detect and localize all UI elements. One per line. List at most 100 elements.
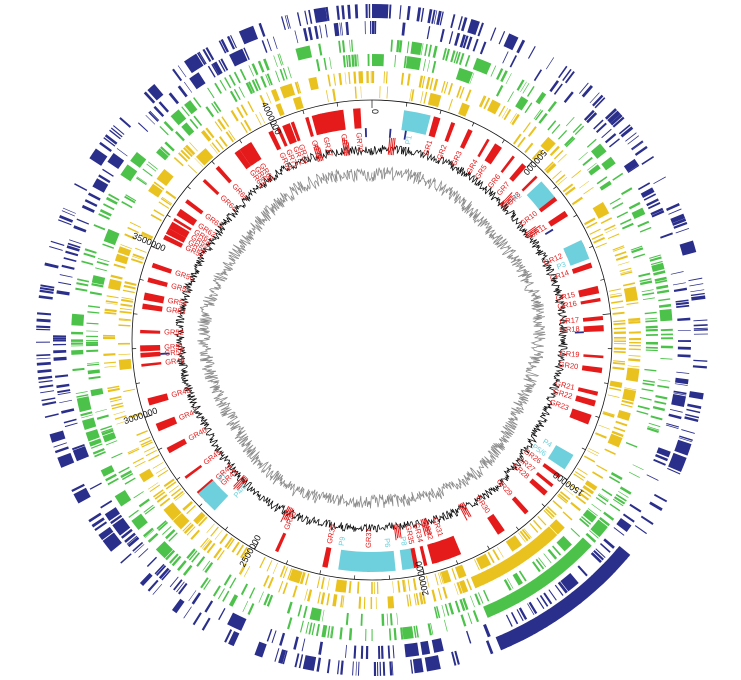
genomic-island-block — [428, 116, 441, 138]
gc-highlight — [283, 506, 291, 520]
feature-block — [71, 339, 84, 342]
feature-block — [529, 522, 539, 533]
feature-block — [182, 522, 192, 532]
feature-block — [301, 638, 306, 652]
feature-block — [513, 133, 522, 145]
genomic-island-block — [419, 545, 428, 567]
feature-block — [595, 242, 607, 249]
feature-block — [160, 197, 172, 206]
feature-block — [535, 91, 547, 105]
feature-block — [613, 320, 626, 323]
feature-block — [684, 416, 699, 422]
feature-block — [243, 47, 250, 61]
feature-block — [342, 55, 346, 68]
feature-block — [222, 590, 230, 602]
feature-block — [229, 90, 238, 103]
feature-block — [485, 640, 494, 655]
feature-block — [113, 411, 126, 415]
feature-block — [426, 26, 431, 40]
feature-block — [645, 349, 658, 352]
gc-highlight — [503, 197, 515, 209]
feature-block — [558, 65, 568, 79]
feature-block — [282, 67, 288, 80]
feature-block — [524, 142, 534, 154]
feature-block — [527, 603, 535, 615]
gc-highlight — [499, 192, 513, 206]
feature-block — [422, 58, 426, 71]
feature-block — [136, 430, 148, 436]
feature-block — [589, 530, 599, 539]
feature-block — [454, 600, 461, 613]
feature-block — [577, 565, 588, 577]
feature-block — [372, 71, 375, 84]
feature-block — [200, 537, 209, 548]
feature-block — [229, 577, 237, 589]
feature-block — [406, 594, 410, 607]
gc-highlight — [285, 507, 293, 521]
feature-block — [92, 447, 105, 455]
feature-block — [107, 387, 120, 393]
feature-block — [338, 40, 342, 53]
feature-block — [366, 71, 369, 84]
genomic-island-label: GR56 — [174, 268, 195, 283]
feature-block — [465, 89, 472, 102]
feature-block — [59, 399, 73, 404]
feature-block — [118, 318, 131, 321]
feature-block — [165, 481, 177, 490]
feature-block — [423, 91, 428, 104]
feature-block — [532, 561, 541, 573]
feature-block — [330, 626, 334, 639]
feature-block — [505, 614, 513, 627]
feature-block — [196, 52, 206, 66]
gc-highlight — [313, 147, 319, 163]
feature-block — [154, 563, 165, 575]
feature-block — [144, 529, 155, 539]
feature-block — [540, 136, 556, 153]
feature-block — [487, 551, 495, 564]
genomic-island-label: GR78 — [339, 133, 351, 154]
feature-block — [187, 164, 198, 174]
feature-block — [279, 68, 285, 81]
genomic-island-block — [140, 329, 161, 334]
feature-block — [382, 661, 386, 676]
feature-block — [183, 147, 193, 158]
feature-block — [204, 600, 214, 613]
feature-block — [412, 578, 417, 591]
feature-block — [644, 368, 657, 372]
feature-block — [163, 120, 174, 132]
feature-block — [77, 278, 90, 283]
feature-block — [483, 624, 491, 638]
feature-block — [354, 4, 359, 19]
feature-block — [89, 148, 108, 166]
feature-block — [578, 151, 588, 161]
feature-block — [161, 569, 172, 581]
feature-block — [575, 495, 587, 505]
feature-block — [522, 122, 531, 133]
feature-block — [39, 289, 54, 294]
feature-block — [416, 7, 422, 22]
feature-block — [374, 21, 377, 35]
axis-tick-label: 3000000 — [122, 405, 158, 426]
genomic-island-block — [521, 175, 538, 192]
feature-block — [475, 553, 492, 570]
feature-block — [593, 237, 605, 244]
feature-block — [628, 317, 641, 321]
genomic-island-block — [168, 221, 190, 238]
feature-block — [688, 391, 704, 400]
feature-block — [342, 595, 345, 608]
feature-block — [413, 625, 417, 638]
feature-block — [255, 114, 262, 126]
feature-block — [165, 529, 176, 540]
feature-block — [533, 109, 542, 120]
feature-block — [272, 36, 278, 50]
feature-block — [87, 363, 100, 366]
feature-block — [353, 71, 357, 84]
feature-block — [639, 278, 652, 282]
feature-block — [116, 148, 128, 157]
feature-block — [86, 330, 99, 332]
feature-block — [104, 134, 118, 145]
feature-block — [394, 54, 397, 67]
feature-block — [357, 54, 359, 67]
feature-block — [279, 565, 286, 578]
feature-block — [365, 645, 369, 659]
